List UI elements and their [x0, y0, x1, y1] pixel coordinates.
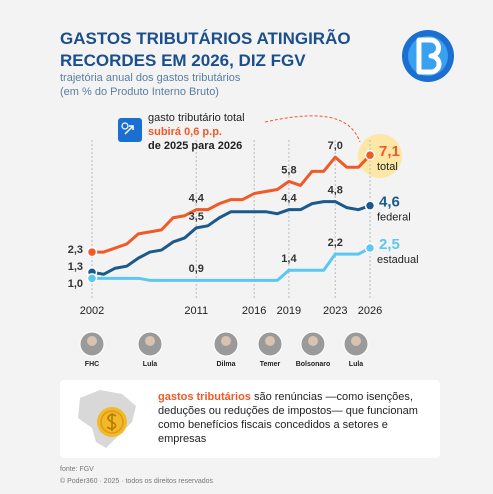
- annotation: gasto tributário total: [148, 112, 245, 124]
- x-tick-label: 2016: [242, 305, 266, 317]
- x-tick-label: 2019: [277, 305, 301, 317]
- data-label: 4,6: [379, 194, 400, 211]
- line: [92, 154, 372, 254]
- data-label: 4,8: [328, 185, 343, 197]
- data-label: 1,3: [68, 261, 83, 273]
- data-label: 4,4: [281, 193, 297, 205]
- source: fonte: FGV: [60, 466, 94, 473]
- point: [86, 273, 98, 284]
- president-name: Lula: [349, 361, 363, 368]
- data-label: 2,2: [328, 237, 343, 249]
- x-tick-label: 2002: [80, 305, 104, 317]
- line: [91, 200, 371, 276]
- note-text: são renúncias —como isenções, deduções o…: [158, 391, 418, 445]
- coin-ring: [100, 410, 124, 434]
- annotation-icon: [118, 118, 142, 142]
- president-head: [145, 336, 155, 346]
- point: [364, 149, 376, 161]
- data-label: 0,9: [189, 263, 204, 275]
- note-box: [60, 380, 440, 458]
- copyright: © Poder360 · 2025 · todos os direitos re…: [60, 478, 214, 485]
- data-label: 7,1: [379, 143, 400, 160]
- president-head: [221, 336, 231, 346]
- subtitle: (em % do Produto Interno Bruto): [60, 86, 219, 98]
- data-label: 1,4: [281, 253, 297, 265]
- point: [364, 242, 376, 254]
- note-term: gastos tributários: [158, 391, 251, 403]
- president-head: [308, 336, 318, 346]
- legend-label: total: [377, 161, 398, 173]
- x-tick-label: 2026: [358, 305, 382, 317]
- president-name: Dilma: [216, 361, 235, 368]
- chart-title: GASTOS TRIBUTÁRIOS ATINGIRÃO RECORDES EM…: [60, 29, 351, 70]
- subtitle: trajetória anual dos gastos tributários: [60, 72, 241, 84]
- data-label: 5,8: [281, 164, 296, 176]
- annotation: de 2025 para 2026: [148, 140, 243, 152]
- data-label: 4,4: [189, 193, 205, 205]
- annotation: subirá 0,6 p.p.: [148, 126, 222, 138]
- point: [364, 200, 376, 211]
- data-label: 3,5: [189, 211, 204, 223]
- president-head: [351, 336, 361, 346]
- legend-label: federal: [377, 212, 411, 224]
- legend-label: estadual: [377, 254, 419, 266]
- line: [92, 246, 371, 282]
- logo: [402, 30, 454, 82]
- annotation-arrow: [264, 115, 361, 143]
- president-head: [87, 336, 97, 346]
- data-label: 7,0: [328, 140, 343, 152]
- president-name: Bolsonaro: [296, 361, 331, 368]
- highlight-circle: [358, 134, 402, 178]
- note: gastos tributários são renúncias —como i…: [158, 390, 420, 446]
- x-tick-label: 2011: [184, 305, 208, 317]
- data-label: 2,5: [379, 236, 400, 253]
- president-head: [265, 336, 275, 346]
- data-label: 2,3: [68, 244, 83, 256]
- data-label: 1,0: [68, 278, 83, 290]
- coin-symbol: [106, 413, 117, 431]
- president-name: Temer: [260, 361, 281, 368]
- point: [86, 246, 98, 258]
- x-tick-label: 2023: [323, 305, 347, 317]
- president-name: FHC: [85, 361, 99, 368]
- president-name: Lula: [143, 361, 157, 368]
